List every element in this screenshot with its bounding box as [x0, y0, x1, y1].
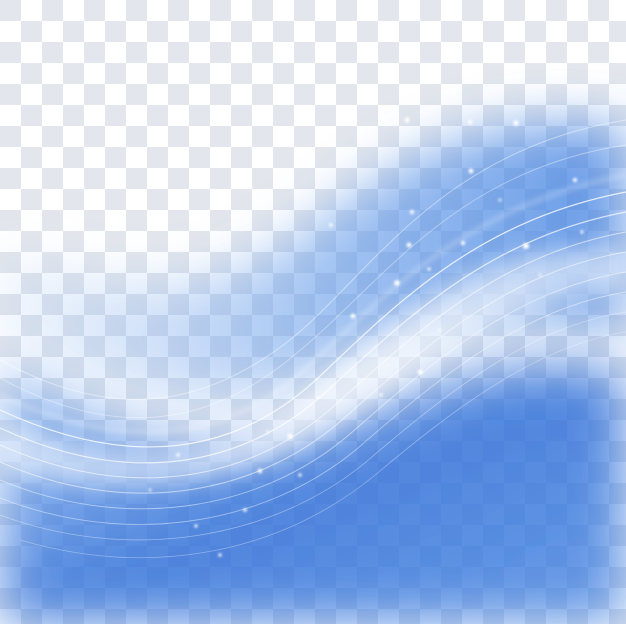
blue-wave-graphic [0, 0, 626, 624]
image-canvas [0, 0, 626, 624]
